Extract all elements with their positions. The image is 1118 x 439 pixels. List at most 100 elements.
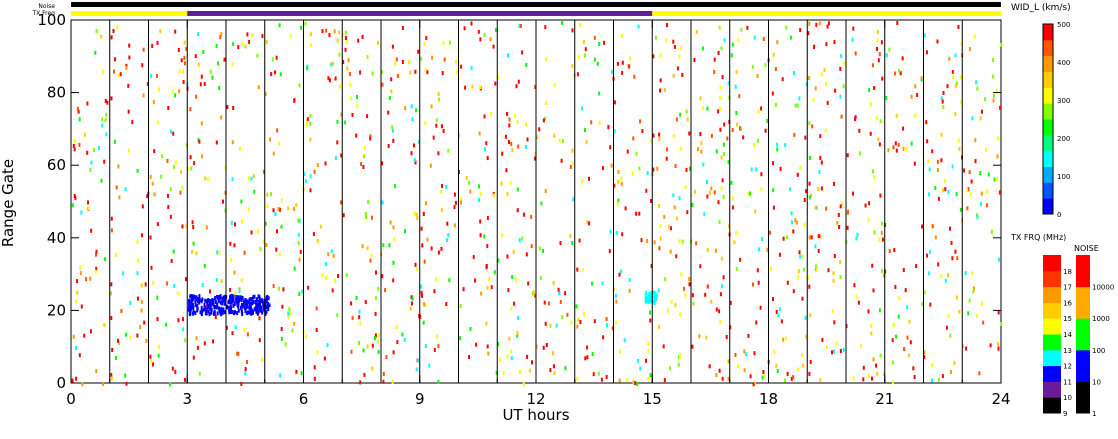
echo-point bbox=[275, 247, 278, 252]
echo-point bbox=[782, 337, 785, 342]
echo-point bbox=[313, 365, 316, 370]
echo-point bbox=[620, 176, 623, 181]
echo-point bbox=[356, 95, 358, 99]
echo-point bbox=[727, 359, 730, 364]
echo-point bbox=[793, 132, 796, 137]
echo-point bbox=[775, 363, 778, 368]
cluster-point bbox=[221, 296, 224, 301]
echo-point bbox=[110, 228, 113, 233]
echo-point bbox=[382, 243, 385, 248]
cluster-point bbox=[200, 309, 203, 314]
echo-point bbox=[324, 161, 327, 166]
echo-point bbox=[684, 293, 687, 298]
echo-point bbox=[673, 44, 676, 49]
width-scale-label: 500 bbox=[1057, 21, 1070, 29]
echo-point bbox=[413, 143, 415, 148]
echo-point bbox=[735, 266, 738, 271]
echo-point bbox=[775, 309, 778, 314]
echo-point bbox=[898, 296, 901, 301]
echo-point bbox=[291, 328, 294, 333]
echo-point bbox=[885, 53, 888, 58]
echo-point bbox=[445, 302, 448, 307]
echo-point bbox=[112, 29, 115, 33]
echo-point bbox=[100, 178, 103, 183]
echo-point bbox=[110, 282, 113, 287]
echo-point bbox=[480, 291, 483, 296]
cluster-point bbox=[192, 309, 195, 314]
echo-point bbox=[934, 185, 937, 190]
echo-point bbox=[424, 121, 427, 126]
echo-point bbox=[182, 317, 184, 322]
echo-point bbox=[817, 234, 820, 239]
echo-point bbox=[952, 75, 955, 80]
echo-point bbox=[295, 203, 298, 208]
cluster-point bbox=[645, 290, 648, 295]
echo-point bbox=[986, 189, 989, 194]
width-scale-frame bbox=[1042, 23, 1054, 215]
width-scale-swatch bbox=[1043, 150, 1053, 167]
echo-point bbox=[839, 260, 842, 265]
echo-point bbox=[620, 181, 623, 186]
echo-point bbox=[638, 211, 641, 216]
echo-point bbox=[647, 349, 650, 353]
echo-point bbox=[313, 376, 316, 381]
echo-point bbox=[842, 347, 845, 352]
echo-point bbox=[327, 76, 330, 81]
echo-point bbox=[156, 222, 159, 227]
cluster-point bbox=[220, 306, 223, 311]
echo-point bbox=[968, 47, 971, 52]
echo-point bbox=[269, 137, 272, 142]
echo-point bbox=[721, 75, 724, 80]
echo-point bbox=[569, 234, 572, 238]
cluster-point bbox=[249, 303, 251, 308]
echo-point bbox=[505, 168, 508, 173]
width-scale-swatch bbox=[1043, 71, 1053, 88]
echo-point bbox=[872, 357, 875, 362]
echo-point bbox=[601, 281, 604, 286]
echo-point bbox=[310, 43, 313, 48]
echo-point bbox=[678, 196, 681, 201]
cluster-point bbox=[216, 311, 219, 316]
echo-point bbox=[640, 238, 643, 243]
echo-point bbox=[115, 252, 118, 257]
echo-point bbox=[184, 377, 186, 382]
echo-point bbox=[698, 334, 701, 339]
echo-point bbox=[876, 38, 879, 43]
echo-point bbox=[659, 53, 662, 58]
echo-point bbox=[232, 42, 235, 47]
echo-point bbox=[248, 39, 251, 44]
echo-point bbox=[614, 320, 617, 325]
echo-point bbox=[766, 118, 769, 123]
echo-point bbox=[776, 369, 779, 374]
echo-point bbox=[819, 378, 822, 383]
echo-point bbox=[510, 306, 513, 311]
echo-point bbox=[110, 291, 112, 296]
echo-point bbox=[798, 250, 801, 255]
echo-point bbox=[871, 376, 873, 381]
echo-point bbox=[862, 377, 865, 382]
echo-point bbox=[371, 71, 374, 76]
echo-point bbox=[772, 52, 775, 57]
echo-point bbox=[706, 247, 709, 252]
echo-point bbox=[332, 61, 335, 66]
echo-point bbox=[441, 184, 443, 188]
echo-point bbox=[710, 186, 713, 191]
echo-point bbox=[530, 244, 533, 249]
echo-point bbox=[118, 195, 121, 200]
echo-point bbox=[174, 93, 177, 98]
echo-point bbox=[150, 73, 152, 78]
echo-point bbox=[818, 170, 821, 175]
echo-point bbox=[951, 164, 954, 169]
echo-point bbox=[274, 212, 277, 216]
echo-point bbox=[664, 277, 667, 282]
echo-point bbox=[238, 289, 241, 294]
echo-point bbox=[558, 138, 561, 143]
echo-point bbox=[377, 40, 379, 45]
echo-point bbox=[230, 220, 233, 225]
echo-point bbox=[552, 281, 555, 285]
echo-point bbox=[305, 123, 308, 128]
echo-point bbox=[701, 46, 704, 51]
echo-point bbox=[875, 363, 878, 368]
echo-point bbox=[293, 206, 295, 211]
echo-point bbox=[954, 249, 957, 254]
